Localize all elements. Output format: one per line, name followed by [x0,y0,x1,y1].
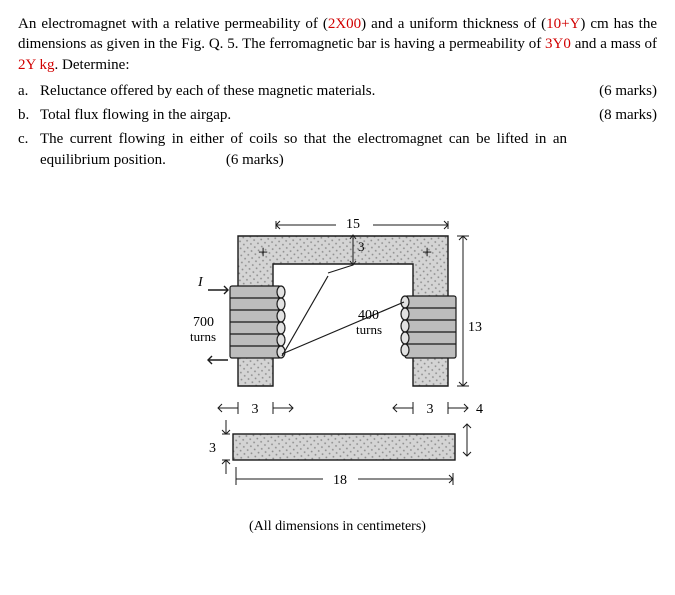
dim-bar-length-label: 18 [333,473,347,488]
intro-t2: ) and a uniform thickness of ( [361,16,546,32]
figure-caption: (All dimensions in centimeters) [158,518,518,537]
part-c-text: The current flowing in either of coils s… [40,129,567,170]
dim-leg-right-label: 3 [426,402,433,417]
part-c-body: The current flowing in either of coils s… [40,131,567,167]
intro-t4: and a mass of [571,36,657,52]
intro-t1: An electromagnet with a relative permeab… [18,16,328,32]
intro-v2: 10+Y [546,16,580,32]
dim-top-15 [276,221,448,229]
part-c-letter: c. [18,129,40,170]
coil-wire [282,276,404,356]
part-a-letter: a. [18,81,40,101]
part-a-text: Reluctance offered by each of these magn… [40,81,567,101]
electromagnet-diagram: + + 15 3 [158,196,518,516]
I-label: I [197,275,204,290]
coil-right-label: turns [356,322,382,337]
dim-top-thick-label: 3 [358,239,365,254]
intro-paragraph: An electromagnet with a relative permeab… [18,14,657,75]
dim-right-13-label: 13 [468,320,482,335]
dim-top-15-label: 15 [346,217,360,232]
part-a-marks: (6 marks) [567,81,657,101]
dim-gap-right-label: 4 [476,402,483,417]
part-b-text: Total flux flowing in the airgap. [40,105,567,125]
intro-v3: 3Y0 [545,36,571,52]
coil-right [401,296,456,358]
coil-left-label: turns [190,329,216,344]
dim-bar-height-label: 3 [209,441,216,456]
coil-right-turns: 400 [358,308,379,323]
dim-leg-left-label: 3 [251,402,258,417]
coil-left [230,286,285,358]
plus-right: + [422,242,432,262]
coil-left-turns: 700 [193,315,214,330]
plus-left: + [258,242,268,262]
intro-v1: 2X00 [328,16,361,32]
part-c-marks: (6 marks) [226,152,284,168]
part-b-row: b. Total flux flowing in the airgap. (8 … [18,105,657,125]
dim-bar-gap-right [463,424,471,456]
dim-right-13 [457,236,469,386]
intro-t5: . Determine: [55,57,130,73]
figure-wrap: + + 15 3 [158,196,518,537]
intro-v4: 2Y kg [18,57,55,73]
part-b-letter: b. [18,105,40,125]
question-list: a. Reluctance offered by each of these m… [18,81,657,170]
part-c-marks-spacer [567,129,657,170]
bar [233,434,455,460]
part-a-row: a. Reluctance offered by each of these m… [18,81,657,101]
part-b-marks: (8 marks) [567,105,657,125]
part-c-row: c. The current flowing in either of coil… [18,129,657,170]
dim-bar-height [222,420,230,474]
